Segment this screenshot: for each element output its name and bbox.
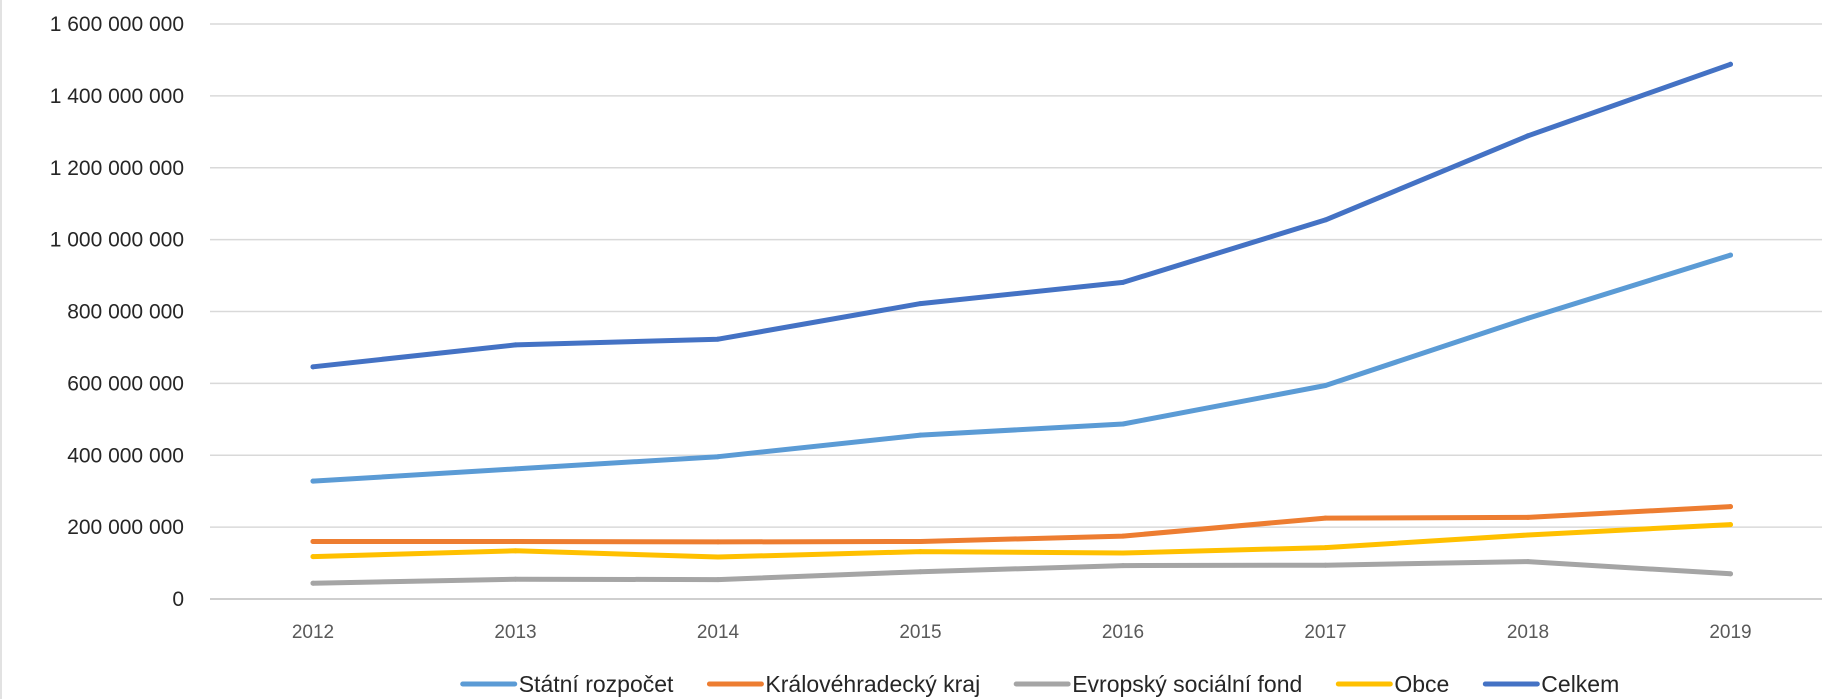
data-point <box>715 577 721 583</box>
data-point <box>513 548 518 554</box>
data-point <box>310 539 316 544</box>
data-point <box>513 576 518 582</box>
legend-label: Celkem <box>1541 671 1619 697</box>
series-line <box>310 522 1733 560</box>
data-point <box>1323 217 1328 223</box>
y-tick-label: 0 <box>172 588 184 611</box>
data-point <box>1525 315 1531 321</box>
data-point <box>1525 514 1531 520</box>
data-point <box>715 454 721 460</box>
data-point <box>310 478 316 484</box>
x-tick-label: 2014 <box>697 622 740 643</box>
data-point <box>513 539 518 544</box>
data-point <box>1728 252 1733 258</box>
data-point <box>1728 571 1733 577</box>
x-tick-label: 2013 <box>494 622 536 643</box>
data-point <box>1120 563 1126 569</box>
data-point <box>1120 421 1126 427</box>
y-tick-label: 200 000 000 <box>67 516 184 539</box>
y-tick-label: 600 000 000 <box>67 372 184 395</box>
gridlines <box>210 23 1822 600</box>
series-evropsky-socialni-fond <box>310 559 1733 586</box>
data-point <box>310 364 316 370</box>
data-point <box>1120 533 1126 539</box>
data-point <box>1120 279 1126 285</box>
legend-label: Státní rozpočet <box>519 671 674 697</box>
data-point <box>1728 522 1733 528</box>
data-point <box>1323 562 1328 568</box>
data-point <box>715 336 721 342</box>
y-tick-label: 1 200 000 000 <box>50 157 184 180</box>
data-point <box>310 580 316 586</box>
legend-label: Evropský sociální fond <box>1072 671 1302 697</box>
data-point <box>918 539 923 544</box>
data-point <box>715 554 721 560</box>
series-statni-rozpocet <box>310 252 1733 484</box>
series-kralovehradecky-kraj <box>310 504 1733 545</box>
legend-label: Obce <box>1394 671 1449 697</box>
y-tick-label: 400 000 000 <box>67 444 184 467</box>
data-point <box>1525 133 1531 139</box>
legend-label: Královéhradecký kraj <box>765 671 980 697</box>
data-point <box>918 301 923 307</box>
series-lines <box>310 61 1733 586</box>
x-tick-label: 2015 <box>899 622 941 643</box>
y-axis: 0 200 000 000 400 000 000 600 000 000 800 00… <box>50 13 184 611</box>
data-point <box>918 432 923 438</box>
data-point <box>513 466 518 472</box>
data-point <box>1120 550 1126 556</box>
data-point <box>715 539 721 545</box>
data-point <box>1323 383 1328 389</box>
legend-item-celkem: Celkem <box>1482 671 1619 697</box>
series-celkem <box>310 61 1733 370</box>
data-point <box>1728 504 1733 510</box>
data-point <box>918 569 923 575</box>
legend-item-evropsky-socialni-fond: Evropský sociální fond <box>1013 671 1302 697</box>
data-point <box>1323 545 1328 551</box>
data-point <box>1728 61 1733 67</box>
data-point <box>918 549 923 555</box>
x-axis: 2012 2013 2014 2015 2016 2017 2018 2019 <box>292 622 1752 643</box>
x-tick-label: 2019 <box>1709 622 1751 643</box>
series-line <box>310 61 1733 370</box>
data-point <box>1525 559 1531 565</box>
series-obce <box>310 522 1733 560</box>
x-tick-label: 2017 <box>1304 622 1346 643</box>
legend: Státní rozpočet Královéhradecký kraj Evrop… <box>460 671 1619 697</box>
y-tick-label: 1 600 000 000 <box>50 13 184 36</box>
x-tick-label: 2016 <box>1102 622 1144 643</box>
x-tick-label: 2012 <box>292 622 334 643</box>
data-point <box>513 342 518 348</box>
legend-item-obce: Obce <box>1335 671 1449 697</box>
data-point <box>310 554 316 560</box>
x-tick-label: 2018 <box>1507 622 1549 643</box>
data-point <box>1323 515 1328 521</box>
y-tick-label: 1 000 000 000 <box>50 229 184 252</box>
series-line <box>310 252 1733 484</box>
series-line <box>310 504 1733 545</box>
legend-item-kralovehradecky-kraj: Královéhradecký kraj <box>706 671 980 697</box>
data-point <box>1525 532 1531 538</box>
series-line <box>310 559 1733 586</box>
y-tick-label: 1 400 000 000 <box>50 85 184 108</box>
y-tick-label: 800 000 000 <box>67 301 184 324</box>
legend-item-statni-rozpocet: Státní rozpočet <box>460 671 674 697</box>
